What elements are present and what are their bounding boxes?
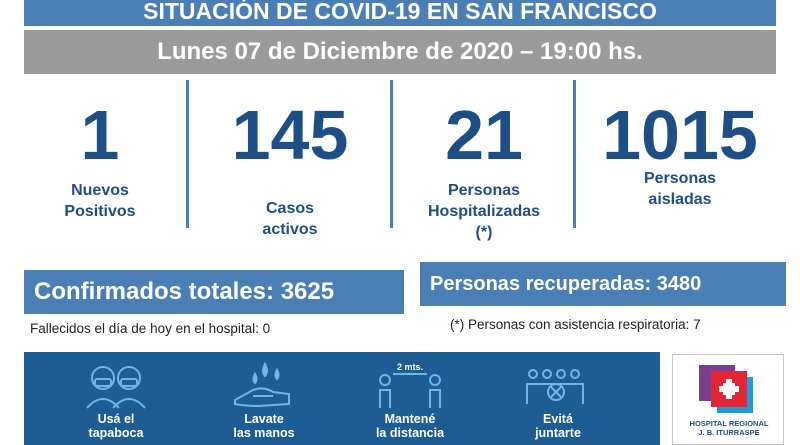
stat-value: 1	[80, 96, 120, 174]
stats-row: 1 Nuevos Positivos 145 Casos activos 21 …	[20, 78, 780, 256]
stat-label: aisladas	[648, 191, 712, 208]
confirmados-totales-box: Confirmados totales: 3625	[24, 270, 404, 314]
hospital-cross-icon	[699, 365, 753, 413]
distance-icon: 2 mts.	[379, 362, 441, 408]
mask-people-icon	[86, 366, 146, 409]
stat-hospitalizadas: 21 Personas Hospitalizadas (*)	[396, 78, 572, 256]
personas-recuperadas-box: Personas recuperadas: 3480	[420, 262, 786, 306]
stat-value: 1015	[602, 96, 758, 174]
no-gathering-icon	[526, 369, 584, 404]
divider	[186, 80, 189, 228]
tip-label: Mantené la distancia	[375, 412, 445, 440]
tip-lavate-manos: Lavate las manos	[194, 352, 334, 445]
hospital-name: HOSPITAL REGIONAL J. B. ITURRASPE	[689, 419, 769, 437]
stat-label: Personas	[643, 170, 717, 187]
stat-label: (*)	[475, 224, 493, 241]
tip-label: Lavate las manos	[233, 412, 295, 440]
stat-aisladas: 1015 Personas aisladas	[580, 78, 780, 256]
stat-value: 145	[231, 96, 349, 174]
stat-label: activos	[262, 221, 318, 238]
svg-text:2 mts.: 2 mts.	[397, 362, 423, 372]
fallecidos-note: Fallecidos el día de hoy en el hospital:…	[30, 321, 271, 336]
hand-wash-icon	[234, 361, 290, 408]
divider	[390, 80, 393, 228]
respiratoria-note: (*) Personas con asistencia respiratoria…	[450, 317, 701, 332]
stat-value: 21	[445, 96, 523, 174]
prevention-tips-panel: Usá el tapaboca Lavate las manos	[24, 352, 660, 445]
date-banner: Lunes 07 de Diciembre de 2020 – 19:00 hs…	[24, 30, 776, 74]
page-title: SITUACIÓN DE COVID-19 EN SAN FRANCISCO	[24, 0, 776, 26]
tip-distancia: 2 mts. Mantené la distancia	[340, 352, 480, 445]
divider	[573, 80, 576, 228]
tip-label: Evitá juntarte	[535, 412, 581, 440]
stat-label: Positivos	[64, 203, 136, 220]
stat-label: Personas	[447, 182, 521, 199]
tip-evita-juntarte: Evitá juntarte	[488, 352, 628, 445]
stat-casos-activos: 145 Casos activos	[192, 78, 388, 256]
stat-label: Hospitalizadas	[427, 203, 541, 220]
tip-tapaboca: Usá el tapaboca	[46, 352, 186, 445]
hospital-logo: HOSPITAL REGIONAL J. B. ITURRASPE	[672, 354, 784, 445]
stat-label: Nuevos	[71, 182, 129, 199]
stat-nuevos-positivos: 1 Nuevos Positivos	[20, 78, 180, 256]
stat-label: Casos	[265, 200, 315, 217]
tip-label: Usá el tapaboca	[88, 412, 144, 440]
